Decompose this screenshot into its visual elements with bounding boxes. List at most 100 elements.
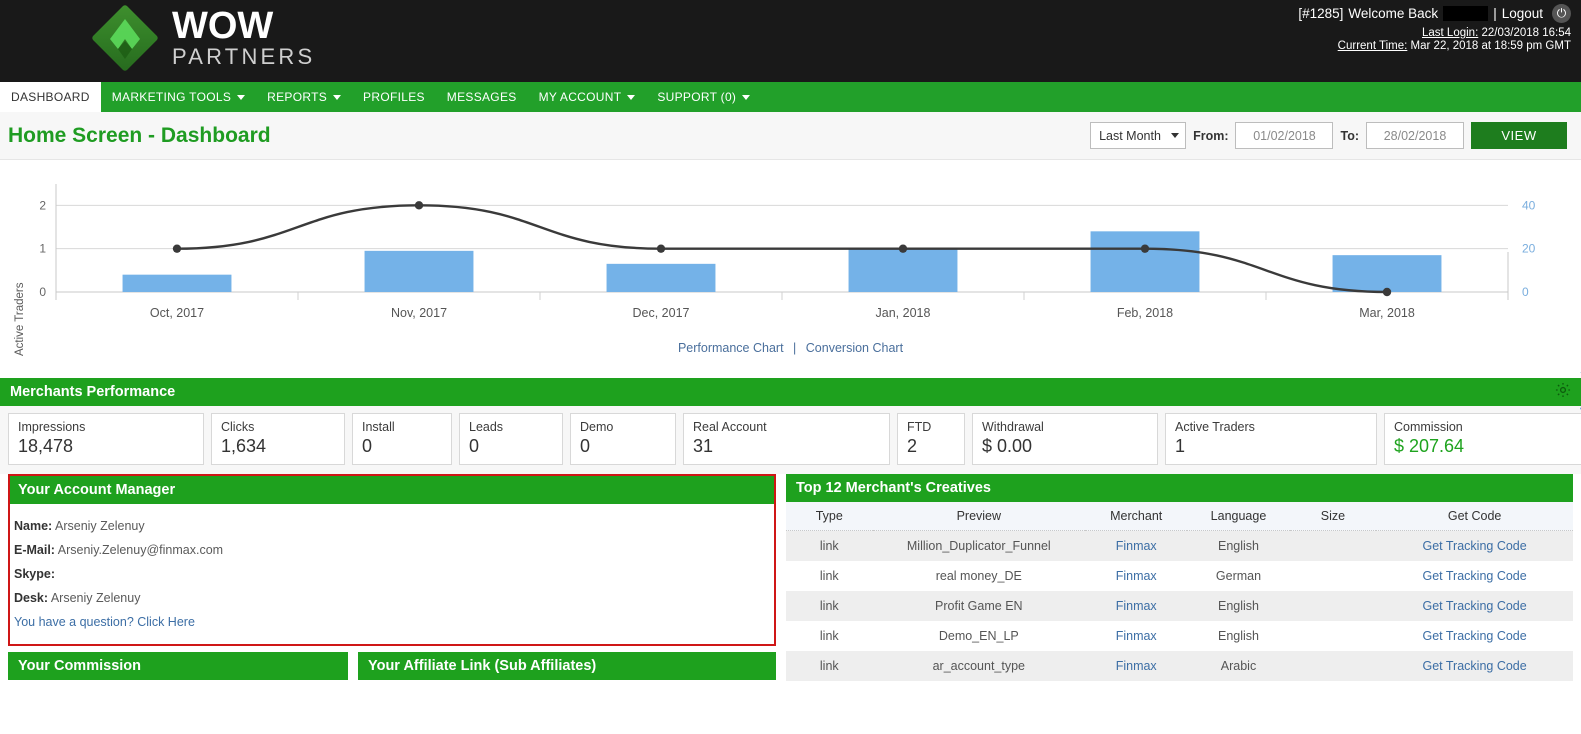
cell-size: [1290, 621, 1377, 651]
top-header: WOW PARTNERS [#1285] Welcome Back | Logo…: [0, 0, 1581, 82]
creatives-column-header: Language: [1187, 502, 1290, 531]
power-icon[interactable]: ⏻: [1552, 4, 1571, 23]
diamond-w-logo-icon: [91, 4, 159, 72]
nav-label-reports: REPORTS: [267, 90, 328, 104]
conversion-chart-link[interactable]: Conversion Chart: [805, 341, 904, 355]
cell-size: [1290, 591, 1377, 621]
nav-label-dashboard: DASHBOARD: [11, 90, 90, 104]
svg-text:Feb, 2018: Feb, 2018: [1117, 306, 1173, 320]
welcome-text: Welcome Back: [1348, 6, 1439, 21]
cell-size: [1290, 561, 1377, 591]
ask-question-link[interactable]: You have a question? Click Here: [14, 615, 195, 629]
account-manager-field-value: Arseniy Zelenuy: [52, 519, 145, 533]
account-id: [#1285]: [1298, 6, 1344, 21]
account-manager-question-row: You have a question? Click Here: [14, 610, 770, 634]
svg-text:0: 0: [1522, 285, 1529, 299]
your-commission-panel-header[interactable]: Your Commission: [8, 652, 348, 680]
date-preset-select[interactable]: Last Month: [1090, 122, 1187, 149]
logo-text-secondary: PARTNERS: [172, 43, 316, 69]
cell-type: link: [819, 569, 839, 583]
brand-logo[interactable]: WOW PARTNERS: [91, 4, 316, 72]
cell-merchant[interactable]: Finmax: [1115, 569, 1157, 583]
date-to-input[interactable]: 28/02/2018: [1366, 122, 1464, 149]
cell-type: link: [819, 599, 839, 613]
stat-label: Impressions: [18, 420, 86, 434]
creatives-table-body: link Million_Duplicator_Funnel Finmax Engli…: [786, 530, 1573, 681]
cell-merchant[interactable]: Finmax: [1115, 539, 1157, 553]
page-title-bar: Home Screen - Dashboard Last Month From:…: [0, 112, 1581, 160]
logout-link[interactable]: Logout: [1501, 6, 1543, 21]
cell-get-code[interactable]: Get Tracking Code: [1422, 569, 1527, 583]
cell-get-code[interactable]: Get Tracking Code: [1422, 599, 1527, 613]
creatives-table: Type Preview Merchant Language Size Get Code …: [786, 502, 1573, 681]
logo-text-primary: WOW: [172, 4, 274, 47]
stat-card: FTD 2: [897, 413, 965, 465]
cell-type: link: [819, 539, 839, 553]
stat-card: Active Traders 1: [1165, 413, 1377, 465]
last-login-value: 22/03/2018 16:54: [1481, 27, 1571, 39]
cell-preview: ar_account_type: [932, 659, 1026, 673]
cell-merchant[interactable]: Finmax: [1115, 659, 1157, 673]
svg-text:0: 0: [39, 285, 46, 299]
cell-merchant[interactable]: Finmax: [1115, 629, 1157, 643]
account-manager-field-value: Arseniy.Zelenuy@finmax.com: [54, 543, 224, 557]
main-navigation: DASHBOARD MARKETING TOOLS REPORTS PROFIL…: [0, 82, 1581, 112]
cell-get-code[interactable]: Get Tracking Code: [1422, 629, 1527, 643]
page-title: Home Screen - Dashboard: [8, 124, 271, 147]
cell-get-code[interactable]: Get Tracking Code: [1422, 659, 1527, 673]
stat-label: Commission: [1394, 420, 1463, 434]
svg-text:Oct, 2017: Oct, 2017: [150, 306, 204, 320]
table-row: link ar_account_type Finmax Arabic Get Track…: [786, 651, 1573, 681]
creatives-table-wrapper: Type Preview Merchant Language Size Get Code …: [786, 502, 1573, 681]
account-manager-row: E-Mail: Arseniy.Zelenuy@finmax.com: [14, 538, 770, 562]
nav-item-messages[interactable]: MESSAGES: [436, 82, 528, 112]
nav-label-profiles: PROFILES: [363, 90, 425, 104]
account-manager-field-label: Skype:: [14, 567, 55, 581]
stat-label: Real Account: [693, 420, 767, 434]
account-manager-field-label: E-Mail:: [14, 543, 55, 557]
svg-text:40: 40: [1522, 198, 1536, 212]
creatives-panel-header: Top 12 Merchant's Creatives: [786, 474, 1573, 502]
your-affiliate-link-panel-header[interactable]: Your Affiliate Link (Sub Affiliates): [358, 652, 776, 680]
nav-item-support[interactable]: SUPPORT (0): [646, 82, 761, 112]
chevron-down-icon: [742, 94, 751, 100]
cell-preview: Demo_EN_LP: [938, 629, 1019, 643]
creatives-header-row: Type Preview Merchant Language Size Get Code: [786, 502, 1573, 531]
stat-value: 0: [469, 436, 480, 456]
stat-label: Active Traders: [1175, 420, 1255, 434]
merchants-performance-stats: Impressions 18,478 Clicks 1,634 Install 0 Lead…: [0, 406, 1581, 474]
account-manager-row: Desk: Arseniy Zelenuy: [14, 586, 770, 610]
cell-language: English: [1217, 599, 1259, 613]
nav-item-profiles[interactable]: PROFILES: [352, 82, 436, 112]
stat-label: Install: [362, 420, 395, 434]
merchants-performance-header: Merchants Performance: [0, 378, 1581, 406]
cell-get-code[interactable]: Get Tracking Code: [1422, 539, 1527, 553]
merchants-performance-title: Merchants Performance: [10, 384, 176, 400]
stat-label: FTD: [907, 420, 932, 434]
nav-item-reports[interactable]: REPORTS: [256, 82, 352, 112]
logo-w-glyph: [110, 19, 140, 59]
nav-item-my-account[interactable]: MY ACCOUNT: [528, 82, 647, 112]
date-from-input[interactable]: 01/02/2018: [1235, 122, 1334, 149]
gear-icon[interactable]: [1554, 381, 1572, 403]
view-button[interactable]: VIEW: [1471, 122, 1567, 149]
nav-label-messages: MESSAGES: [446, 90, 517, 104]
performance-chart-link[interactable]: Performance Chart: [677, 341, 784, 355]
cell-preview: Profit Game EN: [935, 599, 1023, 613]
cell-merchant[interactable]: Finmax: [1115, 599, 1157, 613]
table-row: link Demo_EN_LP Finmax English Get Tracking …: [786, 621, 1573, 651]
chevron-down-icon: [333, 94, 342, 100]
cell-size: [1290, 651, 1377, 681]
nav-item-dashboard[interactable]: DASHBOARD: [0, 82, 101, 112]
header-divider: |: [1493, 6, 1497, 21]
svg-text:Jan, 2018: Jan, 2018: [876, 306, 931, 320]
last-login-label: Last Login:: [1422, 27, 1479, 39]
account-manager-row: Name: Arseniy Zelenuy: [14, 514, 770, 538]
stat-value: 0: [580, 436, 591, 456]
right-column: Top 12 Merchant's Creatives Type Preview M…: [786, 474, 1573, 681]
nav-item-marketing-tools[interactable]: MARKETING TOOLS: [101, 82, 256, 112]
svg-text:1: 1: [39, 242, 46, 256]
your-commission-title: Your Commission: [18, 658, 141, 674]
stat-value: $ 207.64: [1394, 436, 1465, 456]
